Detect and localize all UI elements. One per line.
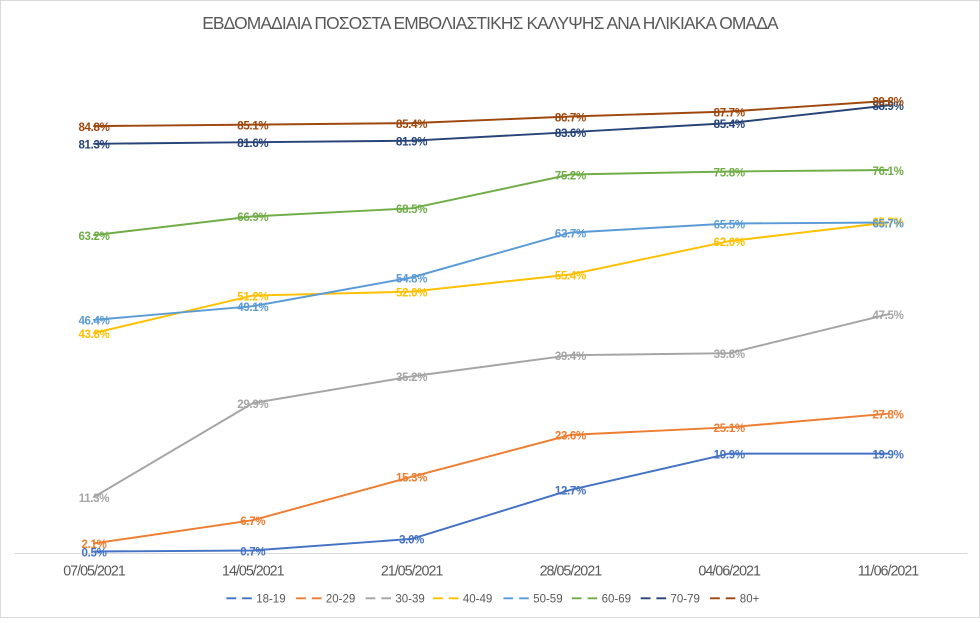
svg-text:07/05/2021: 07/05/2021: [63, 563, 126, 579]
svg-text:39.8%: 39.8%: [714, 349, 745, 361]
svg-text:81.6%: 81.6%: [237, 138, 268, 150]
svg-text:15.3%: 15.3%: [396, 473, 427, 485]
svg-text:25.1%: 25.1%: [714, 423, 745, 435]
svg-text:70-79: 70-79: [671, 593, 700, 605]
svg-text:86.7%: 86.7%: [555, 112, 586, 124]
svg-text:81.9%: 81.9%: [396, 137, 427, 149]
svg-text:81.3%: 81.3%: [78, 140, 109, 152]
svg-text:2.1%: 2.1%: [81, 539, 106, 551]
svg-text:65.7%: 65.7%: [872, 218, 903, 230]
svg-text:85.4%: 85.4%: [714, 119, 745, 131]
svg-text:0.5%: 0.5%: [81, 547, 106, 559]
svg-text:85.4%: 85.4%: [396, 119, 427, 131]
svg-text:88.9%: 88.9%: [872, 101, 903, 113]
svg-text:68.5%: 68.5%: [396, 204, 427, 216]
svg-text:51.2%: 51.2%: [237, 291, 268, 303]
svg-text:55.4%: 55.4%: [555, 270, 586, 282]
svg-text:04/06/2021: 04/06/2021: [698, 563, 761, 579]
svg-text:80+: 80+: [740, 593, 760, 605]
svg-text:27.8%: 27.8%: [872, 410, 903, 422]
svg-text:83.6%: 83.6%: [555, 128, 586, 140]
svg-text:ΕΒΔΟΜΑΔΙΑΙΑ ΠΟΣΟΣΤΑ ΕΜΒΟΛΙΑΣΤΙ: ΕΒΔΟΜΑΔΙΑΙΑ ΠΟΣΟΣΤΑ ΕΜΒΟΛΙΑΣΤΙΚΗΣ ΚΑΛΥΨΗ…: [202, 13, 779, 33]
svg-text:21/05/2021: 21/05/2021: [381, 563, 444, 579]
svg-text:0.7%: 0.7%: [240, 546, 265, 558]
svg-text:76.1%: 76.1%: [872, 166, 903, 178]
svg-text:49.1%: 49.1%: [237, 302, 268, 314]
svg-text:47.5%: 47.5%: [872, 310, 903, 322]
svg-text:75.8%: 75.8%: [714, 167, 745, 179]
svg-text:39.4%: 39.4%: [555, 351, 586, 363]
svg-text:3.0%: 3.0%: [399, 535, 424, 547]
svg-text:54.8%: 54.8%: [396, 273, 427, 285]
svg-text:28/05/2021: 28/05/2021: [540, 563, 603, 579]
svg-text:40-49: 40-49: [463, 593, 492, 605]
svg-text:19.9%: 19.9%: [714, 449, 745, 461]
svg-text:75.2%: 75.2%: [555, 170, 586, 182]
svg-text:35.2%: 35.2%: [396, 372, 427, 384]
svg-text:60-69: 60-69: [602, 593, 631, 605]
svg-text:50-59: 50-59: [533, 593, 562, 605]
svg-text:30-39: 30-39: [395, 593, 424, 605]
svg-text:43.8%: 43.8%: [78, 329, 109, 341]
svg-text:87.7%: 87.7%: [714, 107, 745, 119]
svg-text:19.9%: 19.9%: [872, 449, 903, 461]
svg-text:63.7%: 63.7%: [555, 228, 586, 240]
svg-text:89.8%: 89.8%: [872, 97, 903, 109]
svg-text:46.4%: 46.4%: [78, 316, 109, 328]
svg-text:29.9%: 29.9%: [237, 399, 268, 411]
svg-text:62.0%: 62.0%: [714, 237, 745, 249]
svg-text:63.2%: 63.2%: [78, 231, 109, 243]
svg-text:65.7%: 65.7%: [872, 217, 903, 229]
svg-text:12.7%: 12.7%: [555, 486, 586, 498]
svg-text:85.1%: 85.1%: [237, 120, 268, 132]
svg-text:14/05/2021: 14/05/2021: [222, 563, 285, 579]
svg-text:84.8%: 84.8%: [78, 122, 109, 134]
svg-text:65.5%: 65.5%: [714, 219, 745, 231]
svg-text:6.7%: 6.7%: [240, 516, 265, 528]
svg-text:11/06/2021: 11/06/2021: [858, 563, 920, 579]
svg-text:11.3%: 11.3%: [79, 493, 110, 505]
svg-text:52.0%: 52.0%: [396, 287, 427, 299]
svg-text:18-19: 18-19: [256, 593, 285, 605]
svg-text:66.9%: 66.9%: [237, 212, 268, 224]
svg-text:20-29: 20-29: [326, 593, 355, 605]
svg-text:23.6%: 23.6%: [555, 431, 586, 443]
